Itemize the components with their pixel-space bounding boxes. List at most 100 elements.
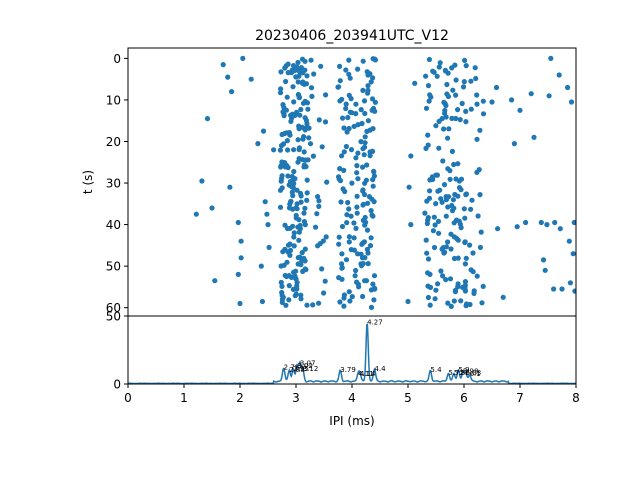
scatter-point-124 [287,201,293,207]
scatter-point-582 [212,278,218,284]
scatter-point-225 [316,300,322,306]
scatter-point-493 [451,220,457,226]
scatter-point-327 [369,107,375,113]
scatter-point-335 [362,134,368,140]
scatter-point-195 [286,297,292,303]
scatter-point-274 [346,206,352,212]
scatter-point-71 [300,136,306,142]
scatter-point-578 [193,211,199,217]
scatter-point-261 [337,166,343,172]
scatter-point-241 [343,101,349,107]
scatter-point-306 [337,299,343,305]
scatter-point-419 [428,94,434,100]
scatter-point-7 [282,65,288,71]
scatter-point-186 [294,286,300,292]
scatter-point-482 [461,206,467,212]
scatter-point-94 [278,164,284,170]
scatter-point-208 [306,135,312,141]
scatter-point-614 [514,224,520,230]
scatter-point-267 [349,180,355,186]
scatter-point-468 [463,191,469,197]
scatter-point-307 [347,298,353,304]
scatter-point-465 [458,187,464,193]
scatter-point-303 [346,289,352,295]
histogram-x-tick-label-3: 3 [292,391,300,405]
scatter-point-318 [365,83,371,89]
scatter-point-504 [455,237,461,243]
scatter-point-229 [355,66,361,72]
scatter-point-446 [440,158,446,164]
scatter-point-552 [468,78,474,84]
scatter-point-541 [425,294,431,301]
scatter-point-315 [370,75,376,81]
scatter-point-426 [463,108,469,114]
scatter-point-329 [362,110,368,117]
scatter-point-178 [286,273,292,279]
scatter-point-549 [448,303,454,309]
scatter-point-210 [319,144,325,150]
scatter-point-592 [237,300,243,307]
scatter-point-617 [528,91,534,97]
scatter-point-584 [225,74,231,80]
scatter-point-197 [283,302,289,308]
scatter-point-343 [367,153,373,159]
scatter-point-369 [362,222,368,228]
scatter-point-266 [337,178,344,184]
scatter-point-564 [468,206,474,212]
scatter-point-68 [279,131,285,138]
scatter-point-154 [280,249,286,255]
scatter-point-625 [551,286,557,292]
scatter-point-583 [220,62,226,68]
scatter-point-566 [478,229,484,235]
peak-labels: 2.782.882.953.023.073.12 3.794.114.14 4.27… [284,319,482,379]
scatter-point-416 [453,92,459,98]
histogram-line [128,323,576,384]
scatter-point-484 [422,210,428,216]
scatter-point-290 [339,251,345,257]
scatter-point-91 [282,164,288,170]
scatter-point-203 [323,92,329,98]
scatter-point-556 [468,106,474,112]
scatter-point-410 [461,79,467,85]
scatter-point-158 [287,252,293,258]
scatter-point-383 [365,261,371,267]
scatter-point-590 [238,255,244,261]
scatter-point-214 [316,198,322,204]
scatter-point-507 [445,239,451,245]
scatter-point-374 [361,239,367,245]
scatter-point-73 [278,143,285,149]
scatter-point-264 [355,176,361,182]
scatter-point-612 [509,97,515,103]
scatter-point-282 [346,234,352,240]
scatter-point-104 [278,178,284,184]
scatter-point-458 [458,176,465,182]
scatter-point-135 [302,222,308,228]
scatter-point-272 [338,199,344,205]
scatter-point-54 [302,115,308,121]
scatter-point-76 [296,145,303,151]
scatter-point-515 [442,249,448,255]
scatter-point-316 [365,72,371,78]
scatter-point-56 [288,118,294,124]
scatter-point-18 [300,70,306,76]
scatter-point-616 [523,219,529,226]
scatter-point-215 [316,203,322,209]
scatter-point-295 [353,267,359,274]
scatter-point-363 [368,208,374,214]
scatter-point-498 [430,228,436,234]
scatter-point-474 [443,197,449,203]
scatter-point-262 [354,170,360,176]
scatter-point-543 [445,300,451,306]
scatter-point-346 [360,164,366,170]
scatter-point-572 [474,273,480,279]
scatter-point-620 [540,257,547,263]
scatter-point-455 [447,176,453,182]
scatter-point-304 [341,295,347,301]
scatter-point-93 [303,164,309,170]
scatter-point-413 [444,81,450,88]
scatter-point-380 [359,255,366,261]
scatter-point-12 [294,64,300,70]
scatter-point-615 [517,107,523,113]
scatter-point-444 [436,145,442,151]
scatter-point-232 [347,75,353,81]
